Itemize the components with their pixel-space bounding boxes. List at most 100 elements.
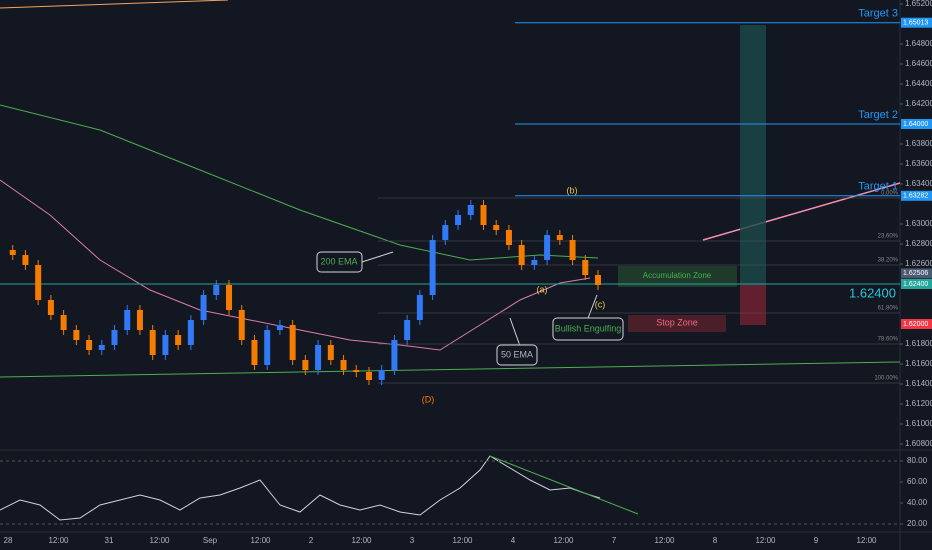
- callout-box: [552, 317, 624, 341]
- candle: [353, 370, 360, 372]
- rsi-divergence-line: [489, 455, 639, 515]
- support-line: [0, 361, 901, 378]
- candle: [404, 320, 411, 340]
- candle: [226, 285, 233, 310]
- time-tick-label: 12:00: [654, 536, 675, 545]
- loss-zone: [740, 285, 766, 325]
- price-badge: [901, 17, 932, 28]
- candle: [136, 310, 143, 330]
- candle: [187, 320, 194, 345]
- candle: [111, 330, 118, 345]
- candle: [340, 360, 347, 370]
- price-tick-label: 1.65200: [905, 0, 932, 8]
- candle: [149, 330, 156, 355]
- price-tick-label: 1.61600: [905, 359, 932, 368]
- candle: [35, 265, 42, 300]
- candle: [365, 372, 372, 380]
- rsi-tick-label: 60.00: [907, 477, 928, 486]
- candle: [569, 240, 576, 260]
- rsi-line: [0, 455, 601, 521]
- candle: [327, 345, 334, 360]
- candle: [213, 285, 220, 295]
- target-label: Target 1: [858, 181, 898, 193]
- ema-50: [0, 179, 591, 351]
- time-tick-label: 12:00: [351, 536, 372, 545]
- price-badge: [901, 268, 932, 279]
- fib-label: 61.80%: [878, 306, 899, 312]
- price-tick-label: 1.63400: [905, 179, 932, 188]
- time-tick-label: 12:00: [452, 536, 473, 545]
- callout-pointer: [587, 294, 598, 319]
- price-tick-label: 1.62800: [905, 239, 932, 248]
- callout-box: [496, 344, 538, 366]
- time-tick-label: 31: [105, 536, 114, 545]
- wave-label: (a): [537, 284, 548, 294]
- candle: [162, 335, 169, 355]
- profit-zone: [740, 25, 766, 285]
- callout-pointer: [361, 251, 394, 263]
- candle: [315, 345, 322, 370]
- candle: [429, 240, 436, 295]
- price-tick-label: 1.63000: [905, 219, 932, 228]
- price-tick-label: 1.61400: [905, 379, 932, 388]
- time-tick-label: Sep: [203, 536, 218, 545]
- price-badge-label: 1.65013: [903, 20, 928, 27]
- price-badge: [901, 190, 932, 201]
- time-tick-label: 8: [713, 536, 718, 545]
- candle: [455, 215, 462, 225]
- price-tick-label: 1.64600: [905, 59, 932, 68]
- price-tick-label: 1.64400: [905, 79, 932, 88]
- candle: [416, 295, 423, 320]
- annotation: Stop Zone: [656, 317, 698, 327]
- candle: [582, 260, 589, 275]
- fib-label: 0.00%: [881, 191, 899, 197]
- price-tick-label: 1.60800: [905, 439, 932, 448]
- target-label: Target 2: [858, 109, 898, 121]
- fib-label: 100.00%: [874, 376, 898, 382]
- time-tick-label: 28: [4, 536, 13, 545]
- candle: [442, 225, 449, 240]
- price-tick-label: 1.61200: [905, 399, 932, 408]
- price-tick-label: 1.62600: [905, 259, 932, 268]
- candle: [289, 325, 296, 360]
- candle: [238, 310, 245, 340]
- trend-line: [702, 182, 901, 241]
- time-tick-label: 12:00: [48, 536, 69, 545]
- stop-zone: [628, 315, 726, 332]
- time-tick-label: 12:00: [856, 536, 877, 545]
- candle: [378, 370, 385, 380]
- time-tick-label: 9: [814, 536, 819, 545]
- price-badge-label: 1.62506: [903, 270, 928, 277]
- price-badge: [901, 319, 932, 329]
- price-badge-label: 1.64000: [903, 121, 928, 128]
- fib-label: 38.20%: [878, 258, 899, 264]
- candle: [505, 230, 512, 245]
- trend-line: [0, 0, 229, 9]
- candle: [556, 235, 563, 240]
- candle: [200, 295, 207, 320]
- callout-box: [316, 251, 363, 273]
- price-tick-label: 1.64800: [905, 39, 932, 48]
- candle: [175, 335, 182, 345]
- candle: [251, 340, 258, 365]
- candle: [544, 235, 551, 260]
- annotation: 50 EMA: [501, 349, 533, 359]
- time-tick-label: 12:00: [149, 536, 170, 545]
- price-badge-label: 1.62400: [903, 281, 928, 288]
- candle: [531, 260, 538, 265]
- wave-label: (D): [422, 394, 435, 404]
- price-tick-label: 1.63600: [905, 159, 932, 168]
- ema-200: [0, 104, 599, 261]
- candle: [264, 330, 271, 365]
- time-tick-label: 12:00: [755, 536, 776, 545]
- candle: [518, 245, 525, 265]
- candle: [302, 360, 309, 370]
- candle: [493, 225, 500, 230]
- candle: [22, 255, 29, 265]
- wave-label: (b): [567, 185, 578, 195]
- candle: [391, 340, 398, 370]
- price-badge-label: 1.63282: [903, 193, 928, 200]
- price-tick-label: 1.64200: [905, 99, 932, 108]
- callout-pointer: [509, 317, 521, 347]
